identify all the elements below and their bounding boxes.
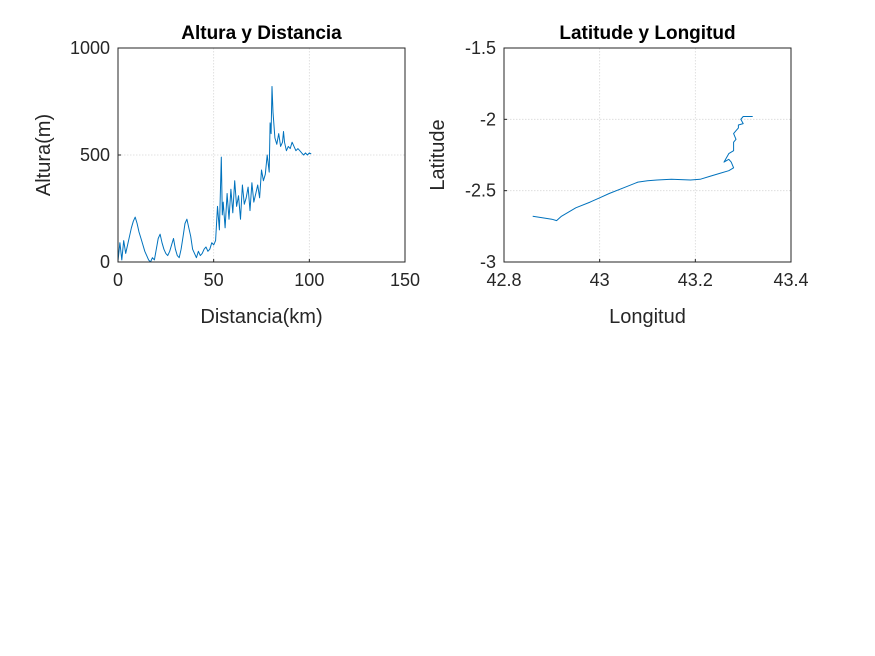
series-lines [117,86,312,263]
y-tick-label: -2.5 [465,181,496,201]
series-line [532,116,753,222]
chart-title: Latitude y Longitud [559,23,735,44]
plot-area [118,48,405,262]
x-tick-label: 50 [204,270,224,290]
chart-title: Altura y Distancia [181,23,342,44]
y-tick-label: -2 [480,109,496,129]
x-tick-label: 150 [390,270,420,290]
series-line [117,86,312,263]
x-tick-label: 43.4 [773,270,808,290]
x-tick-label: 43 [590,270,610,290]
grid-lines [504,48,791,262]
y-axis-label: Altura(m) [33,114,55,196]
tick-labels: 0 50 100 150 0 500 1000 [70,38,420,290]
x-tick-label: 43.2 [678,270,713,290]
x-axis-label: Longitud [609,306,686,328]
x-tick-label: 0 [113,270,123,290]
chart-latitude-longitud: 42.8 43 43.2 43.4 -3 -2.5 -2 -1.5 Latitude y Lo… [427,23,809,328]
y-axis-label: Latitude [427,119,449,190]
chart-altura-distancia: 0 50 100 150 0 500 1000 Altura y Distancia Dis… [33,23,420,328]
x-axis-label: Distancia(km) [200,306,322,328]
y-tick-label: 1000 [70,38,110,58]
tick-labels: 42.8 43 43.2 43.4 -3 -2.5 -2 -1.5 [465,38,809,290]
x-tick-label: 42.8 [486,270,521,290]
y-tick-label: 0 [100,252,110,272]
y-tick-label: -3 [480,252,496,272]
axes-box [503,47,792,263]
y-tick-label: -1.5 [465,38,496,58]
x-tick-label: 100 [294,270,324,290]
series-lines [532,116,753,222]
plot-area [504,48,791,262]
grid-lines [118,48,405,262]
y-tick-label: 500 [80,145,110,165]
